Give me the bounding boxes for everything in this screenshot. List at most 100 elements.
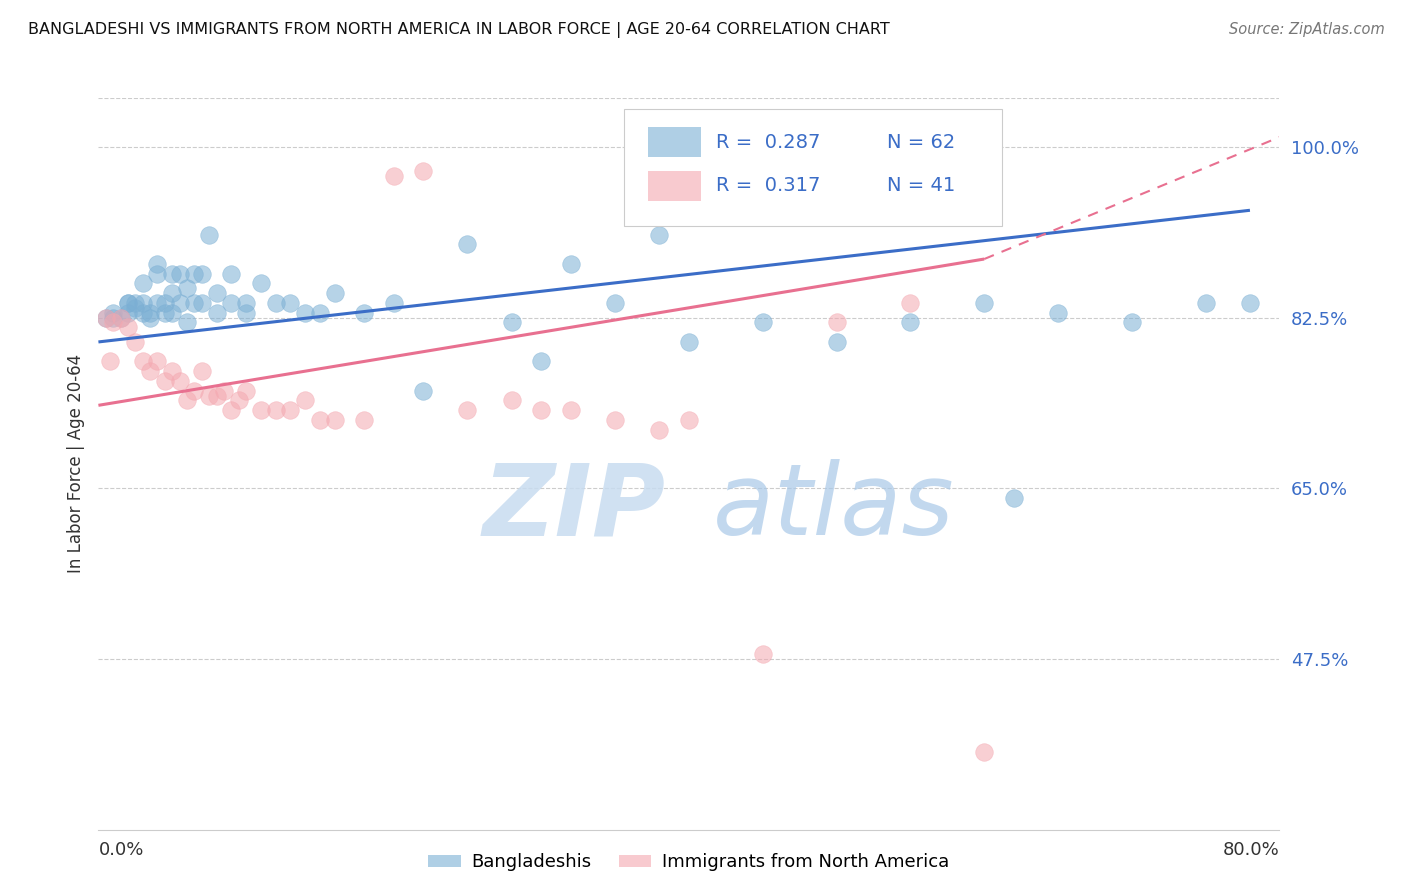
Point bbox=[219, 296, 242, 310]
Text: N = 41: N = 41 bbox=[887, 177, 956, 195]
Point bbox=[153, 374, 176, 388]
Point bbox=[169, 374, 191, 388]
Point bbox=[110, 310, 132, 325]
Point bbox=[205, 306, 228, 320]
Point bbox=[146, 267, 169, 281]
Text: N = 62: N = 62 bbox=[887, 133, 956, 152]
Point bbox=[219, 403, 242, 417]
Point bbox=[412, 164, 434, 178]
Point bbox=[176, 281, 198, 295]
Point bbox=[153, 296, 176, 310]
Point bbox=[278, 403, 302, 417]
Point bbox=[153, 306, 176, 320]
Point bbox=[605, 296, 627, 310]
Point bbox=[139, 364, 162, 378]
Text: 80.0%: 80.0% bbox=[1223, 841, 1279, 859]
Point bbox=[900, 296, 922, 310]
Point bbox=[117, 296, 139, 310]
Point bbox=[191, 296, 214, 310]
Point bbox=[176, 393, 198, 408]
Point bbox=[146, 296, 169, 310]
Text: ZIP: ZIP bbox=[482, 459, 665, 557]
Text: Source: ZipAtlas.com: Source: ZipAtlas.com bbox=[1229, 22, 1385, 37]
Point bbox=[530, 403, 553, 417]
Point bbox=[139, 310, 162, 325]
Point bbox=[146, 354, 169, 368]
Point bbox=[103, 306, 125, 320]
Point bbox=[132, 354, 155, 368]
Point bbox=[648, 423, 671, 437]
Point bbox=[751, 647, 773, 661]
Point bbox=[560, 403, 582, 417]
Point bbox=[353, 413, 375, 427]
Point bbox=[501, 393, 523, 408]
Point bbox=[825, 315, 848, 329]
Point bbox=[250, 277, 273, 291]
Point bbox=[162, 267, 183, 281]
Point bbox=[382, 169, 405, 183]
Point bbox=[162, 364, 183, 378]
Point bbox=[235, 384, 257, 398]
Bar bbox=[648, 171, 700, 201]
Point bbox=[162, 286, 183, 301]
Point bbox=[973, 745, 995, 759]
Point bbox=[1002, 491, 1025, 505]
Point bbox=[412, 384, 434, 398]
Point bbox=[191, 267, 214, 281]
Text: R =  0.317: R = 0.317 bbox=[716, 177, 821, 195]
Point bbox=[353, 306, 375, 320]
Point bbox=[250, 403, 273, 417]
Point bbox=[1195, 296, 1218, 310]
Point bbox=[309, 306, 332, 320]
Point bbox=[648, 227, 671, 242]
FancyBboxPatch shape bbox=[624, 109, 1002, 227]
Point bbox=[183, 384, 205, 398]
Legend: Bangladeshis, Immigrants from North America: Bangladeshis, Immigrants from North Amer… bbox=[422, 847, 956, 879]
Point bbox=[382, 296, 405, 310]
Point bbox=[198, 227, 221, 242]
Point bbox=[198, 388, 221, 402]
Point bbox=[605, 413, 627, 427]
Point bbox=[900, 315, 922, 329]
Point bbox=[501, 315, 523, 329]
Point bbox=[973, 296, 995, 310]
Point bbox=[124, 296, 146, 310]
Point bbox=[228, 393, 250, 408]
Point bbox=[146, 257, 169, 271]
Point bbox=[219, 267, 242, 281]
Point bbox=[323, 413, 346, 427]
Point bbox=[560, 257, 582, 271]
Y-axis label: In Labor Force | Age 20-64: In Labor Force | Age 20-64 bbox=[66, 354, 84, 574]
Point bbox=[103, 310, 125, 325]
Point bbox=[169, 267, 191, 281]
Point bbox=[678, 413, 700, 427]
Point bbox=[456, 403, 478, 417]
Point bbox=[751, 315, 773, 329]
Point bbox=[264, 296, 287, 310]
Point bbox=[176, 315, 198, 329]
Point bbox=[132, 277, 155, 291]
Point bbox=[132, 296, 155, 310]
Point bbox=[530, 354, 553, 368]
Point bbox=[456, 237, 478, 252]
Point bbox=[139, 306, 162, 320]
Point bbox=[235, 306, 257, 320]
Point bbox=[94, 310, 117, 325]
Text: R =  0.287: R = 0.287 bbox=[716, 133, 821, 152]
Point bbox=[124, 334, 146, 349]
Point bbox=[132, 306, 155, 320]
Bar bbox=[648, 128, 700, 157]
Point bbox=[103, 315, 125, 329]
Point bbox=[235, 296, 257, 310]
Point bbox=[110, 310, 132, 325]
Point bbox=[183, 267, 205, 281]
Point bbox=[264, 403, 287, 417]
Point bbox=[323, 286, 346, 301]
Point bbox=[117, 306, 139, 320]
Point bbox=[169, 296, 191, 310]
Point bbox=[309, 413, 332, 427]
Point bbox=[117, 320, 139, 334]
Text: BANGLADESHI VS IMMIGRANTS FROM NORTH AMERICA IN LABOR FORCE | AGE 20-64 CORRELAT: BANGLADESHI VS IMMIGRANTS FROM NORTH AME… bbox=[28, 22, 890, 38]
Point bbox=[212, 384, 235, 398]
Point bbox=[678, 334, 700, 349]
